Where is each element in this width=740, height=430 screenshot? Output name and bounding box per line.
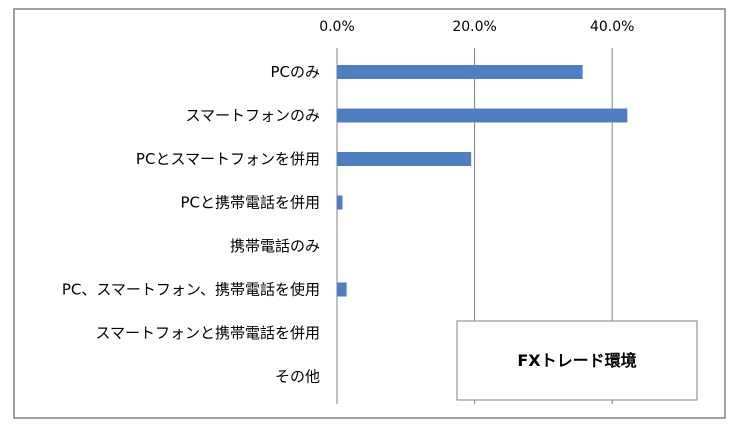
category-label: PCのみ — [270, 63, 320, 81]
x-tick-label: 40.0% — [590, 19, 634, 35]
x-tick-labels: 0.0% 20.0% 40.0% — [319, 19, 634, 35]
category-label: スマートフォンのみ — [185, 107, 320, 125]
category-label: スマートフォンと携帯電話を併用 — [95, 324, 320, 342]
title-box — [456, 320, 698, 401]
bar — [337, 152, 472, 166]
category-label: その他 — [275, 368, 320, 386]
category-label: PCとスマートフォンを併用 — [136, 150, 320, 168]
x-tick-label: 0.0% — [319, 19, 355, 35]
bar — [337, 282, 347, 297]
bar — [337, 108, 628, 123]
category-label: PC、スマートフォン、携帯電話を使用 — [62, 281, 320, 299]
bar — [337, 65, 583, 79]
chart-title: FXトレード環境 — [517, 351, 636, 370]
category-label: 携帯電話のみ — [230, 237, 320, 255]
x-tick-label: 20.0% — [452, 19, 496, 35]
bar — [337, 195, 343, 210]
category-label: PCと携帯電話を併用 — [180, 194, 320, 212]
bars — [337, 65, 628, 297]
